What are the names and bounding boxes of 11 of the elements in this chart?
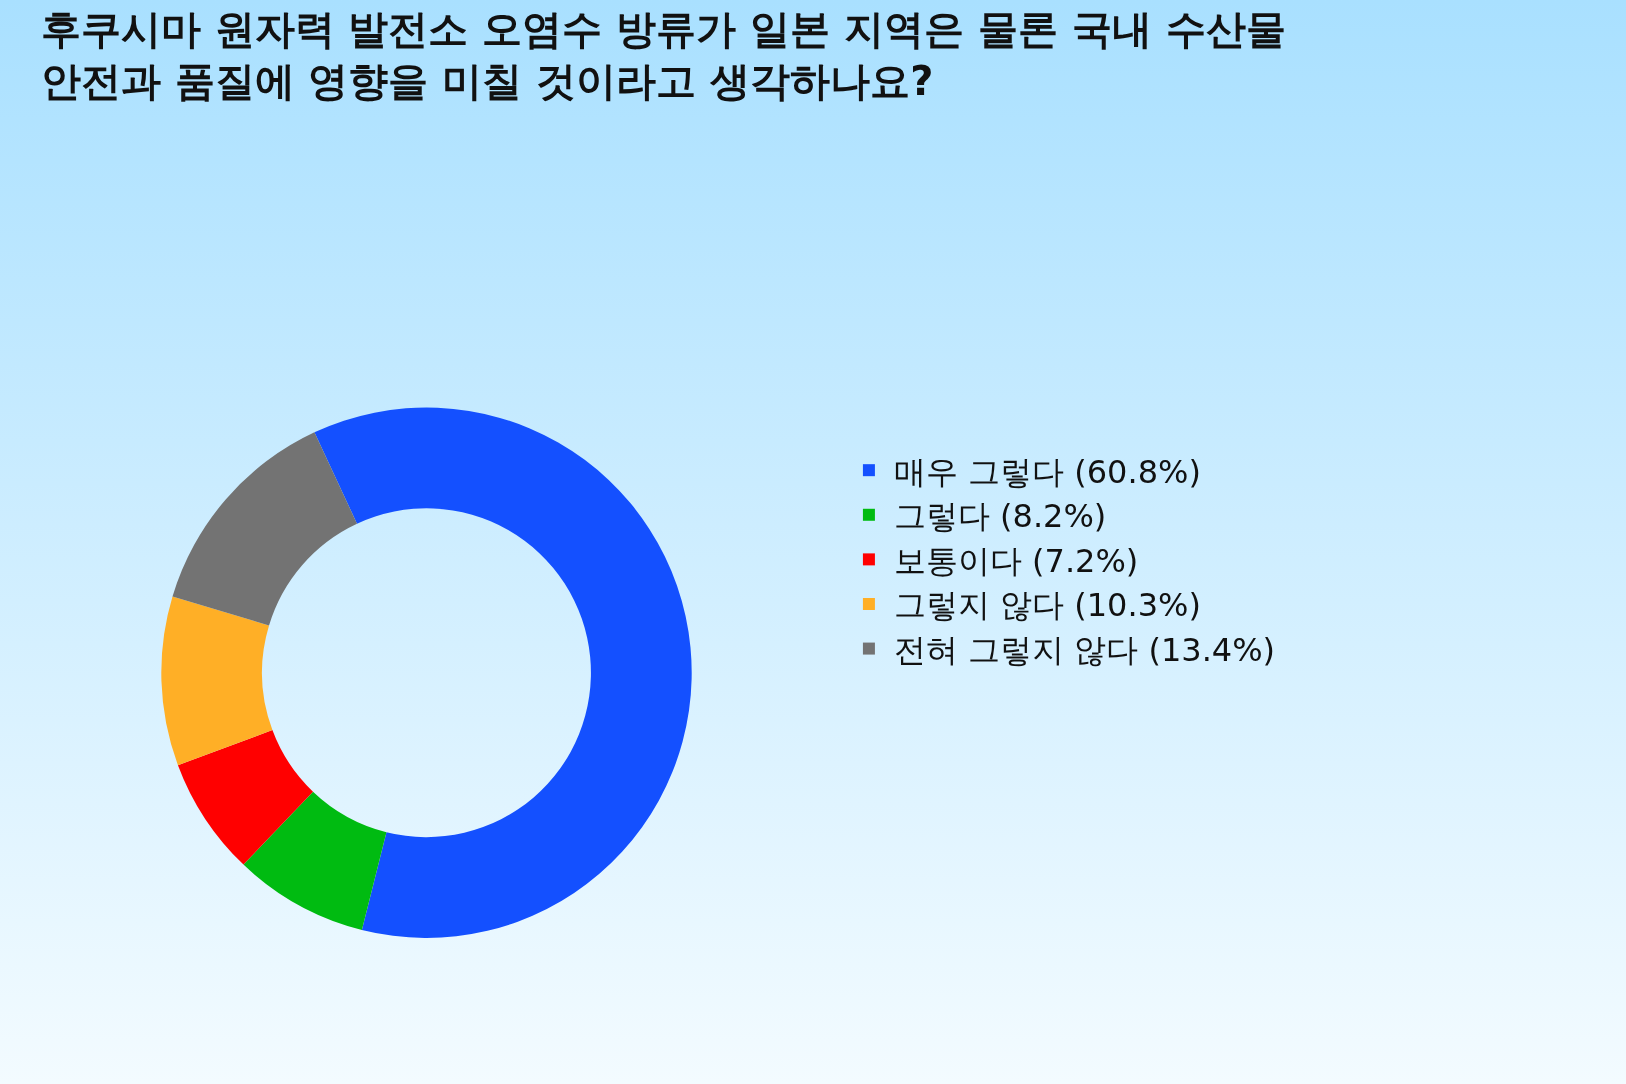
chart-title: 후쿠시마 원자력 발전소 오염수 방류가 일본 지역은 물론 국내 수산물 안전과 품질에 영향을 미칠 것이라고 생각하나요? — [40, 6, 1286, 105]
donut-slice — [314, 407, 692, 938]
donut-slice — [177, 730, 314, 865]
donut-slice — [161, 596, 273, 766]
legend-label: 그렇지 않다 (10.3%) — [893, 586, 1201, 625]
legend-label: 그렇다 (8.2%) — [893, 497, 1107, 536]
legend-label: 보통이다 (7.2%) — [893, 541, 1139, 580]
donut-slice — [243, 791, 387, 930]
legend-label: 전혀 그렇지 않다 (13.4%) — [893, 631, 1276, 670]
legend-label: 매우 그렇다 (60.8%) — [893, 452, 1201, 491]
donut-slice — [172, 432, 358, 626]
